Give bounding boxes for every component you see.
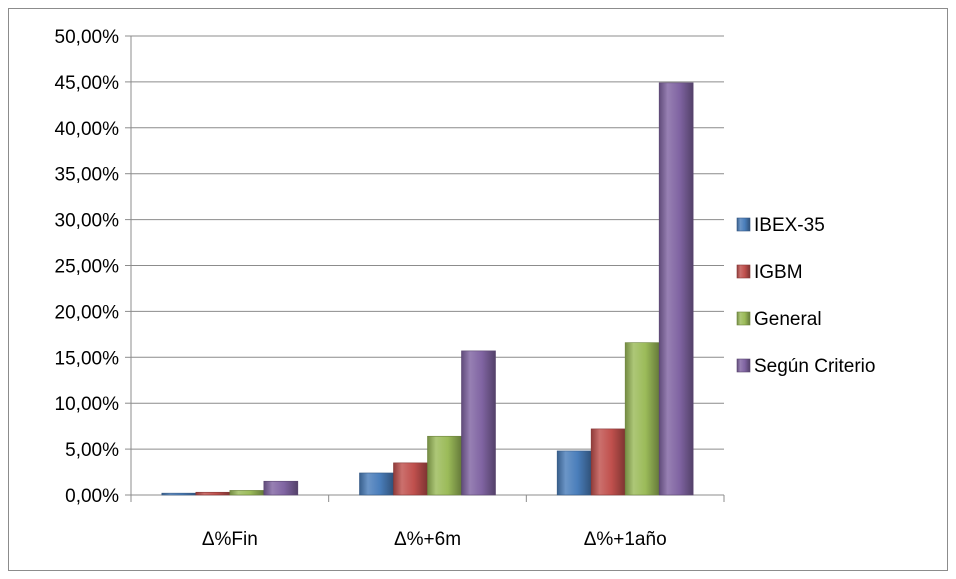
bar-ibex-35-1ano [556,450,592,496]
bar-segun-criterio-fin [263,480,299,496]
bar-segun-criterio-6m [461,350,496,496]
legend-swatch-general [736,311,751,326]
legend-label-igbm: IGBM [754,262,803,283]
bar-ibex-35-6m [359,472,394,496]
y-tick-label: 10,00% [55,394,120,415]
y-tick-label: 20,00% [55,302,120,323]
y-tick-label: 40,00% [55,119,120,140]
y-tick-label: 30,00% [55,211,120,232]
x-axis: Δ%Fin Δ%+6m Δ%+1año [130,494,725,550]
x-tick-label: Δ%Fin [202,529,258,550]
y-tick-label: 5,00% [65,440,119,461]
y-tick-label: 50,00% [55,27,120,48]
bar-general-fin [229,490,265,496]
bar-general-1ano [624,342,660,496]
bar-general-6m [427,435,462,496]
legend-swatch-segun-criterio [736,358,751,373]
legend-label-ibex-35: IBEX-35 [754,215,825,236]
y-tick-label: 0,00% [65,486,119,507]
bar-igbm-fin [195,491,231,496]
legend-label-segun-criterio: Según Criterio [754,356,875,377]
y-tick-label: 15,00% [55,348,120,369]
bar-ibex-35-fin [161,492,197,496]
bar-igbm-6m [393,462,428,496]
y-tick-label: 35,00% [55,165,120,186]
y-axis: 0,00% 5,00% 10,00% 15,00% 20,00% 25,00% 30,00%… [55,27,132,507]
y-tick-label: 45,00% [55,73,120,94]
bars [161,82,694,496]
legend: IBEX-35 IGBM General Según Criterio [736,215,875,377]
x-tick-label: Δ%+6m [394,529,461,550]
legend-label-general: General [754,309,822,330]
bar-segun-criterio-1ano [658,82,694,496]
legend-swatch-igbm [736,264,751,279]
y-tick-label: 25,00% [55,257,120,278]
legend-swatch-ibex-35 [736,217,751,232]
x-tick-label: Δ%+1año [584,529,667,550]
bar-igbm-1ano [590,428,626,496]
